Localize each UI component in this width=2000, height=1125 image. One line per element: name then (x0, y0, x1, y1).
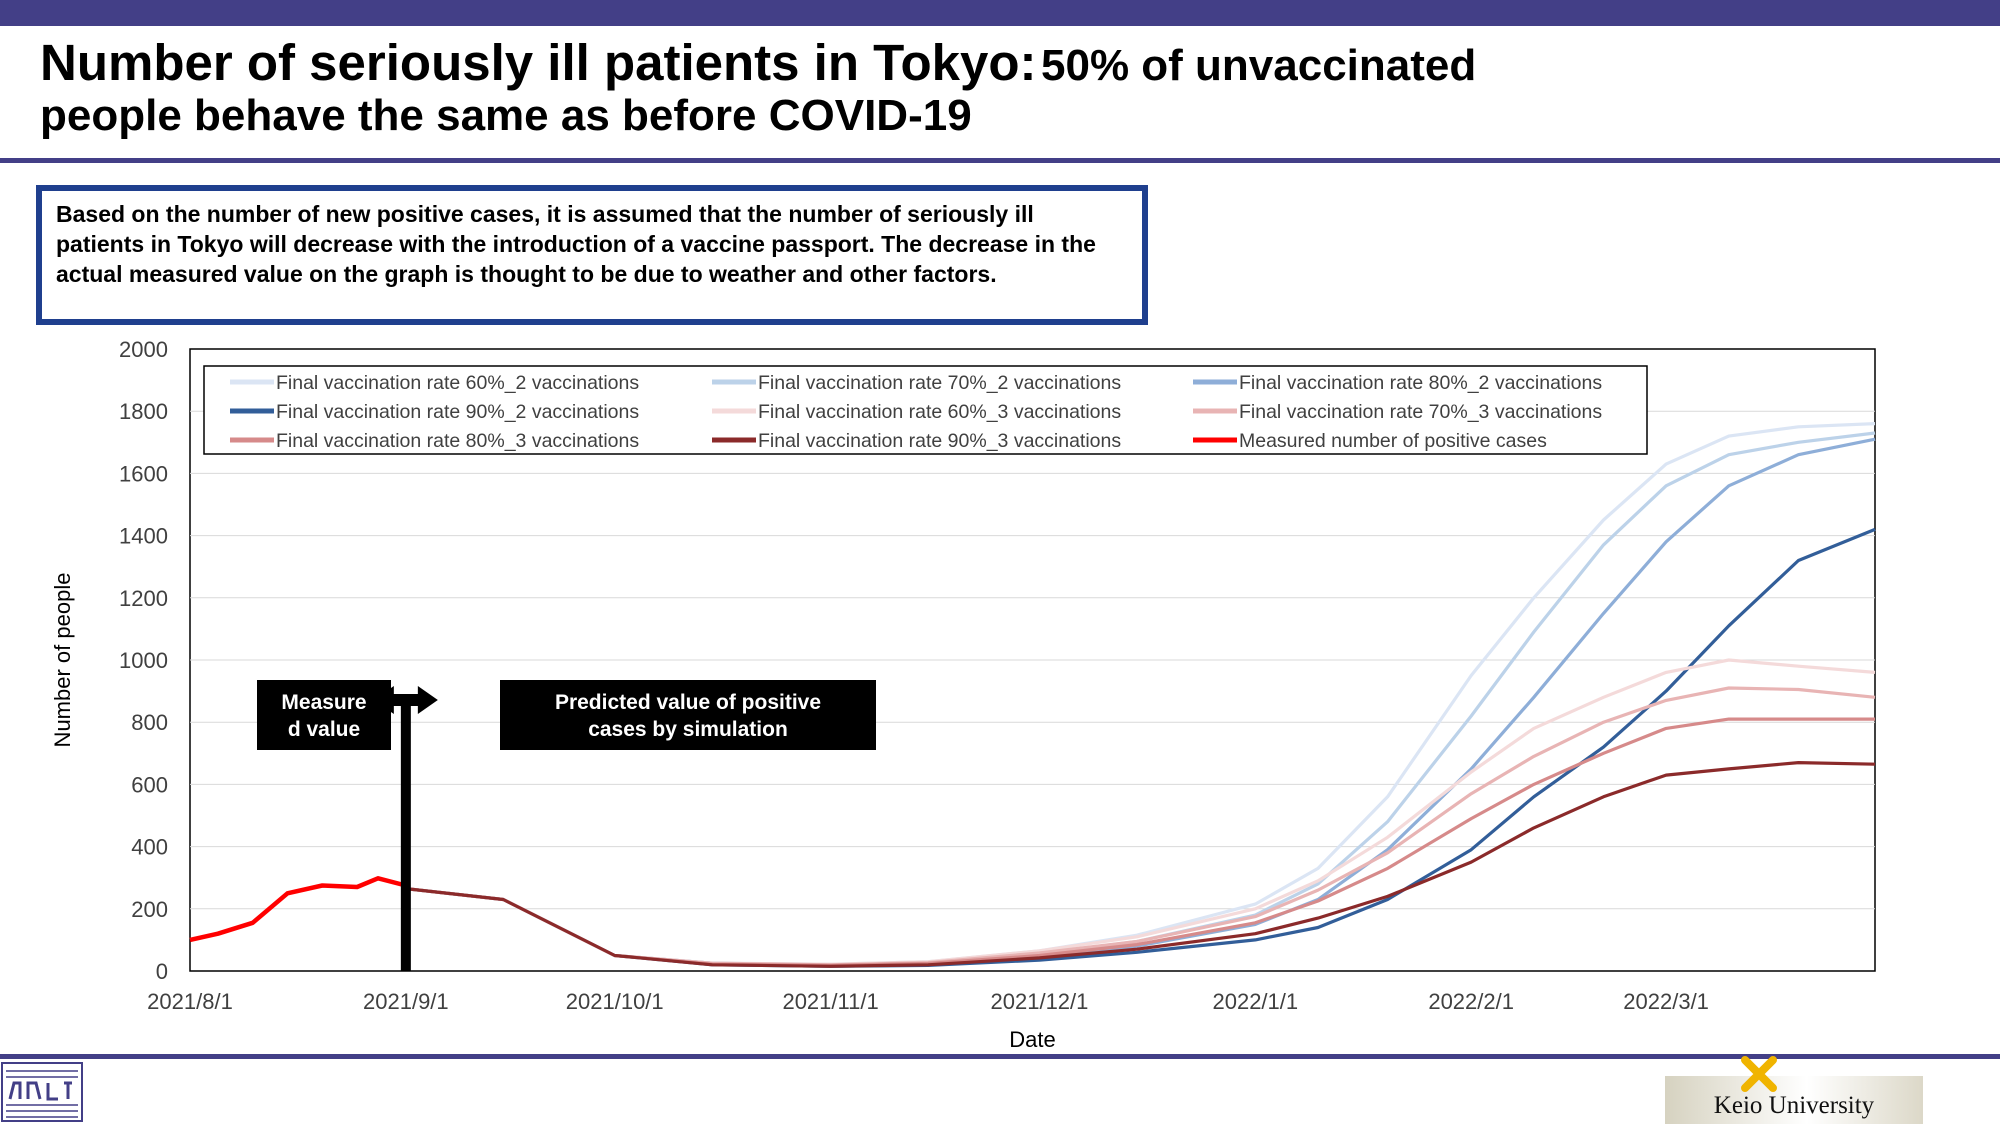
x-tick-label: 2022/1/1 (1212, 989, 1298, 1014)
prediction-start-marker (400, 700, 411, 971)
y-tick-label: 2000 (119, 337, 168, 362)
measured-label-line-1: Measure (281, 691, 366, 714)
pen-crest-icon (1741, 1056, 1777, 1092)
keio-logo: Keio University (1665, 1076, 1923, 1124)
y-tick-label: 200 (131, 897, 168, 922)
y-tick-label: 1400 (119, 524, 168, 549)
y-tick-label: 600 (131, 772, 168, 797)
legend-label: Final vaccination rate 90%_2 vaccination… (276, 401, 639, 423)
x-tick-label: 2022/2/1 (1428, 989, 1514, 1014)
legend-label: Final vaccination rate 80%_3 vaccination… (276, 430, 639, 452)
x-tick-label: 2022/3/1 (1623, 989, 1709, 1014)
note-text: Based on the number of new positive case… (56, 201, 1096, 287)
measured-label-box (257, 680, 391, 750)
institute-logo (1, 1062, 83, 1122)
predicted-label-box (500, 680, 876, 750)
title-main: Number of seriously ill patients in Toky… (40, 34, 1037, 91)
legend-box (203, 365, 1648, 455)
title-divider (0, 158, 2000, 163)
y-tick-label: 1200 (119, 586, 168, 611)
title-sub-2: people behave the same as before COVID-1… (40, 91, 972, 141)
predicted-label-line-1: Predicted value of positive (555, 691, 821, 714)
series-line-8 (405, 760, 1876, 968)
title-sub-1: 50% of unvaccinated (1041, 41, 1477, 90)
legend-label: Final vaccination rate 60%_3 vaccination… (758, 401, 1121, 423)
y-tick-label: 1000 (119, 648, 168, 673)
legend-label: Final vaccination rate 70%_2 vaccination… (758, 372, 1121, 394)
measured-label-line-2: d value (288, 718, 360, 741)
y-tick-label: 800 (131, 710, 168, 735)
predicted-label-line-2: cases by simulation (588, 718, 788, 741)
x-tick-label: 2021/10/1 (566, 989, 664, 1014)
legend-label: Final vaccination rate 80%_2 vaccination… (1239, 372, 1602, 394)
x-tick-label: 2021/8/1 (147, 989, 233, 1014)
y-tick-label: 0 (156, 959, 168, 984)
legend-label: Measured number of positive cases (1239, 430, 1547, 452)
note-box: Based on the number of new positive case… (36, 185, 1148, 325)
legend-label: Final vaccination rate 70%_3 vaccination… (1239, 401, 1602, 423)
y-axis-title: Number of people (50, 573, 75, 748)
legend-label: Final vaccination rate 60%_2 vaccination… (276, 372, 639, 394)
top-banner (0, 0, 2000, 26)
university-name: Keio University (1713, 1092, 1875, 1119)
y-tick-label: 1600 (119, 461, 168, 486)
y-tick-label: 1800 (119, 399, 168, 424)
page-title: Number of seriously ill patients in Toky… (40, 34, 1940, 140)
legend-label: Final vaccination rate 90%_3 vaccination… (758, 430, 1121, 452)
footer-divider (0, 1054, 2000, 1059)
series-line-9 (189, 876, 407, 943)
x-axis-title: Date (1009, 1027, 1055, 1052)
line-chart: Measure d value Predicted value of positiv… (50, 337, 1876, 1052)
y-tick-label: 400 (131, 835, 168, 860)
x-tick-label: 2021/12/1 (991, 989, 1089, 1014)
x-tick-label: 2021/11/1 (782, 989, 878, 1014)
x-tick-label: 2021/9/1 (363, 989, 449, 1014)
